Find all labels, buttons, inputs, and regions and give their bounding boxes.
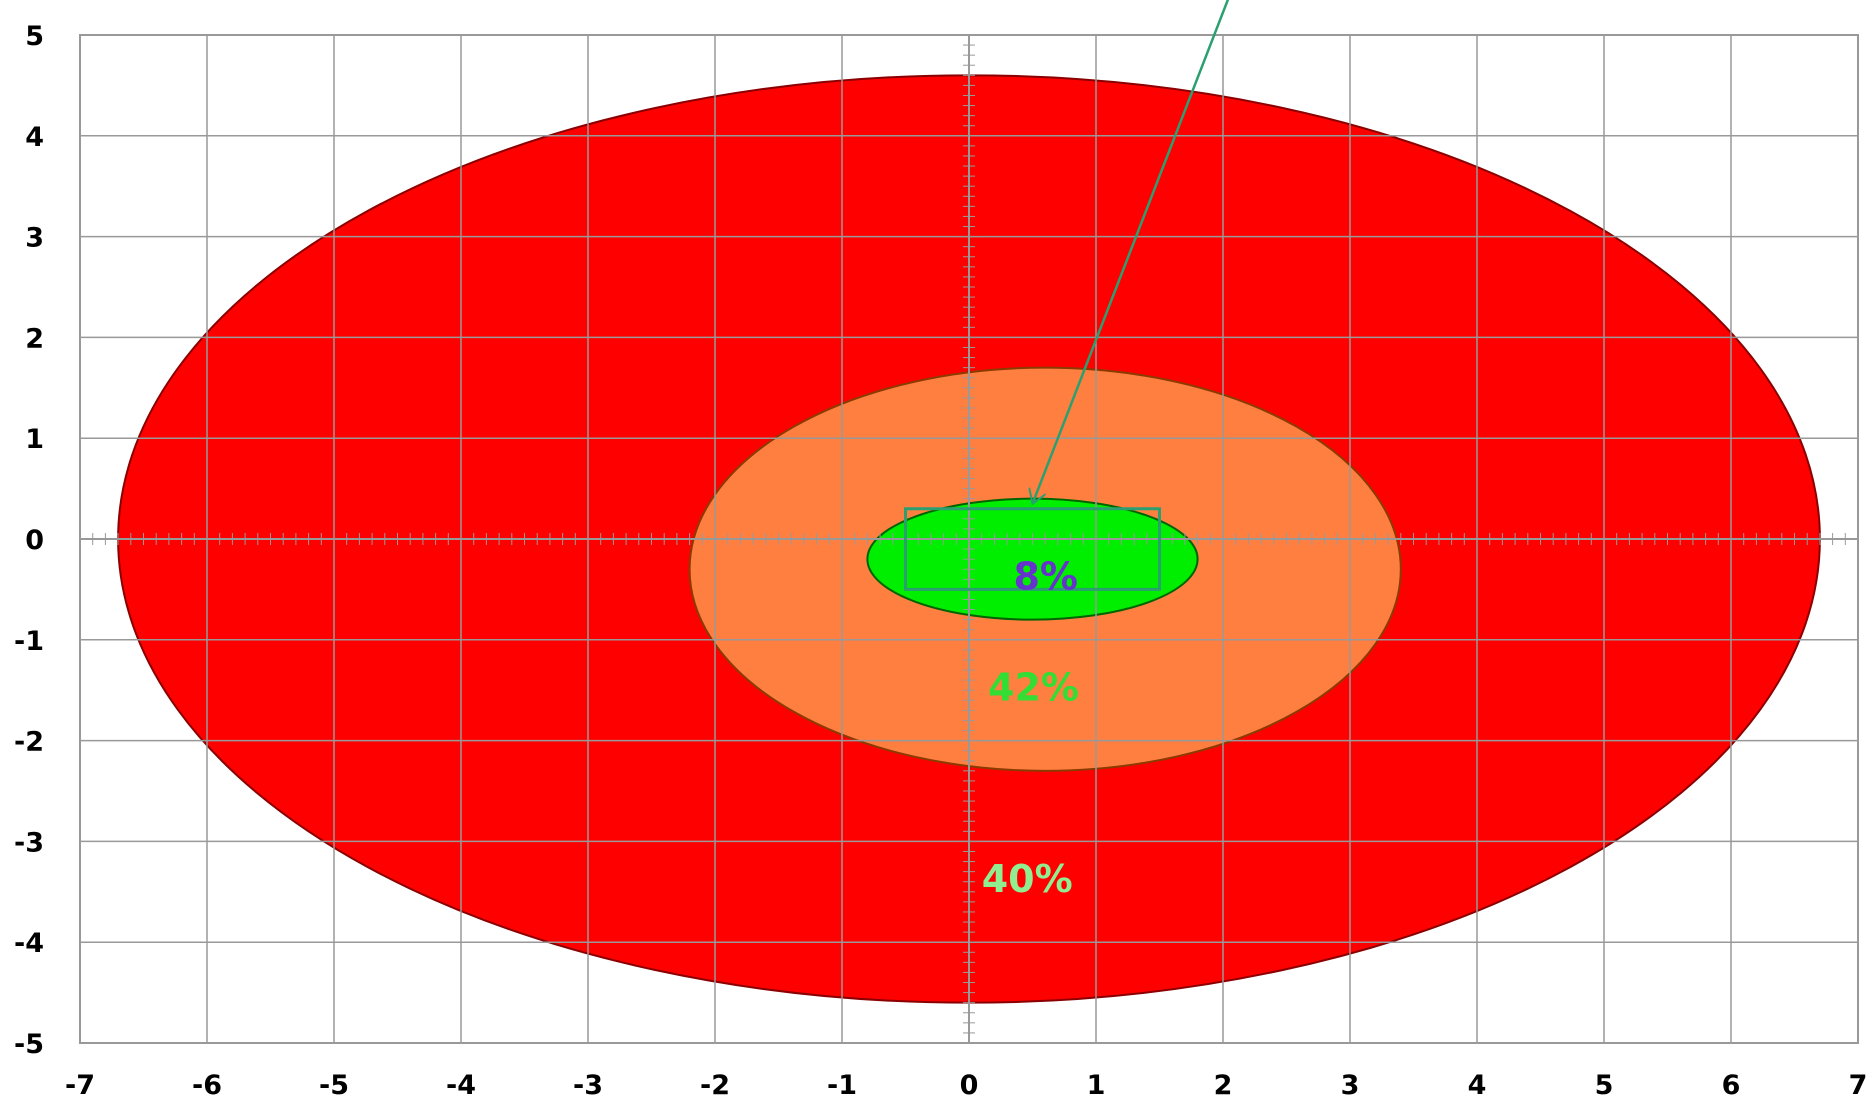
y-tick-label: 0 [25,525,44,556]
x-tick-label: 3 [1341,1070,1360,1101]
region-label-2: 8% [1013,554,1078,598]
region-label-0: 40% [982,857,1073,901]
y-tick-label: -5 [14,1029,44,1060]
x-tick-label: -5 [319,1070,349,1101]
x-tick-label: 7 [1849,1070,1868,1101]
axis-layer [79,34,1859,1044]
x-tick-label: 1 [1087,1070,1106,1101]
x-tick-label: 0 [960,1070,979,1101]
x-tick-label: 6 [1722,1070,1741,1101]
y-tick-label: 4 [25,122,44,153]
x-tick-label: -3 [573,1070,603,1101]
x-tick-label: -4 [446,1070,476,1101]
x-tick-label: -7 [65,1070,95,1101]
x-tick-label: -1 [827,1070,857,1101]
y-tick-label: -3 [14,827,44,858]
annotation-arrow [1033,0,1230,504]
x-tick-label: 4 [1468,1070,1487,1101]
y-tick-label: -1 [14,626,44,657]
annotation-rectangle [904,507,1161,591]
x-tick-label: 2 [1214,1070,1233,1101]
y-tick-label: -4 [14,928,44,959]
y-tick-label: 1 [25,424,44,455]
tick-labels-layer: -7 -6 -5 -4 -3 -2 -1 0 1 2 3 4 5 6 7 5 4 3 2 1 0 -1 -2 -3 -4 -5 [14,21,1867,1101]
labels-layer: 40% 42% 8% [982,554,1079,900]
y-tick-label: 2 [25,323,44,354]
x-tick-label: -2 [700,1070,730,1101]
x-tick-label: 5 [1595,1070,1614,1101]
y-tick-label: -2 [14,727,44,758]
region-label-1: 42% [988,665,1079,709]
annotation-layer [904,0,1230,591]
y-tick-label: 3 [25,223,44,254]
x-tick-label: -6 [192,1070,222,1101]
y-tick-label: 5 [25,21,44,52]
